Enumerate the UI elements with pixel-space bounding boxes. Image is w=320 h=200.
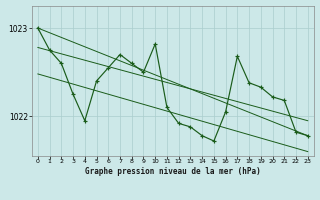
X-axis label: Graphe pression niveau de la mer (hPa): Graphe pression niveau de la mer (hPa) bbox=[85, 167, 261, 176]
